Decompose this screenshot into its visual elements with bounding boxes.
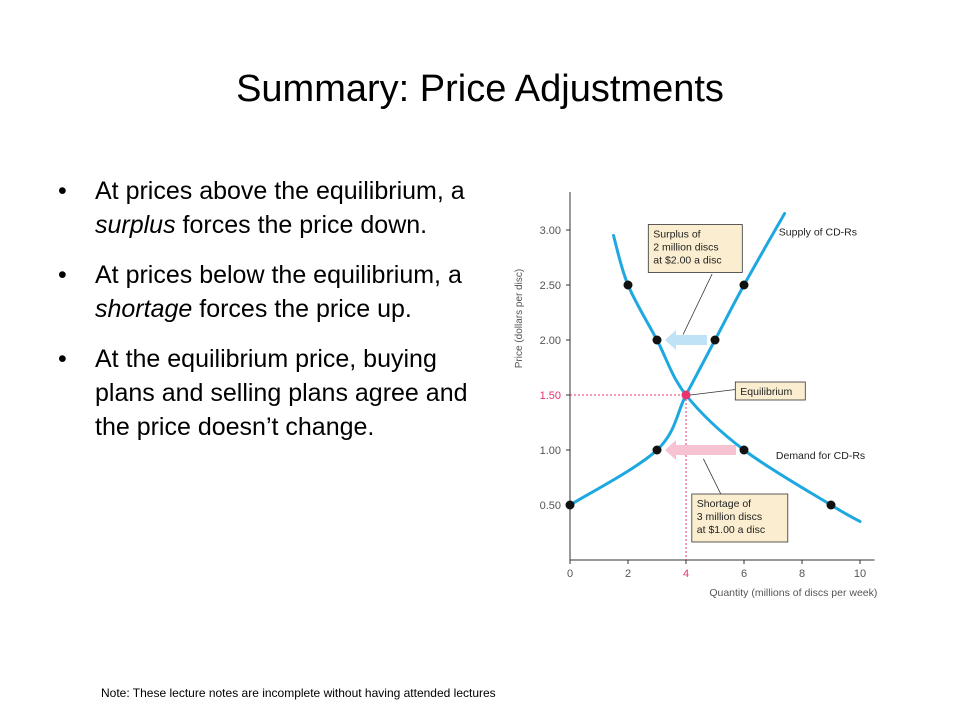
bullet-item: • At prices above the equilibrium, a surp… (58, 174, 478, 242)
bullet-text: At prices below the equilibrium, a (95, 261, 462, 289)
slide-title: Summary: Price Adjustments (236, 68, 724, 110)
data-point (623, 280, 633, 290)
data-point (652, 445, 662, 455)
y-tick-label: 0.50 (540, 500, 561, 512)
x-axis-label: Quantity (millions of discs per week) (709, 587, 877, 599)
x-tick-label: 2 (625, 568, 631, 580)
surplus-annotation-line: 2 million discs (653, 242, 718, 254)
bullet-emphasis: shortage (95, 295, 193, 323)
x-tick-label: 8 (799, 568, 805, 580)
bullet-text-end: forces the price down. (175, 211, 428, 239)
demand-curve (612, 234, 862, 523)
y-tick-label: 1.50 (540, 390, 561, 402)
data-point (826, 500, 836, 510)
x-tick-label: 6 (741, 568, 747, 580)
data-point (710, 335, 720, 345)
demand-label: Demand for CD-Rs (776, 450, 865, 462)
y-tick-label: 2.50 (540, 280, 561, 292)
shortage-annotation-line: 3 million discs (697, 511, 762, 523)
y-tick-label: 2.00 (540, 335, 561, 347)
equilibrium-point (681, 390, 691, 400)
shortage-leader (703, 458, 722, 495)
y-axis-label: Price (dollars per disc) (514, 269, 525, 368)
shortage-annotation-line: Shortage of (697, 498, 751, 510)
x-tick-label: 10 (854, 568, 866, 580)
bullet-item: • At the equilibrium price, buying plans … (58, 342, 478, 444)
data-point (565, 500, 575, 510)
bullet-glyph: • (58, 345, 67, 373)
x-tick-label: 0 (567, 568, 573, 580)
supply-curve (568, 212, 787, 507)
surplus-annotation-box (647, 224, 743, 273)
surplus-leader (682, 273, 713, 335)
shortage-annotation-line: at $1.00 a disc (697, 524, 765, 536)
data-point (652, 335, 662, 345)
data-point (739, 280, 749, 290)
equilibrium-annotation-box (734, 381, 806, 401)
shortage-arrow (665, 440, 736, 460)
bullet-emphasis: surplus (95, 211, 176, 239)
bullet-item: • At prices below the equilibrium, a shor… (58, 258, 478, 326)
bullet-text: At the equilibrium price, buying plans a… (95, 345, 468, 441)
supply-label: Supply of CD-Rs (779, 227, 857, 239)
surplus-arrow (665, 330, 707, 350)
shortage-annotation-box (691, 493, 789, 543)
bullet-text-end: forces the price up. (192, 295, 412, 323)
equilibrium-leader (690, 389, 736, 396)
bullet-text: At prices above the equilibrium, a (95, 177, 465, 205)
y-tick-label: 3.00 (540, 225, 561, 237)
bullet-list: • At prices above the equilibrium, a surp… (58, 174, 478, 460)
y-tick-label: 1.00 (540, 445, 561, 457)
data-point (739, 445, 749, 455)
bullet-glyph: • (58, 261, 67, 289)
footer-note: Note: These lecture notes are incomplete… (101, 686, 496, 700)
equilibrium-annotation-line: Equilibrium (740, 386, 792, 398)
bullet-glyph: • (58, 177, 67, 205)
x-tick-label: 4 (683, 568, 689, 580)
surplus-annotation-line: at $2.00 a disc (653, 255, 721, 267)
surplus-annotation-line: Surplus of (653, 229, 700, 241)
